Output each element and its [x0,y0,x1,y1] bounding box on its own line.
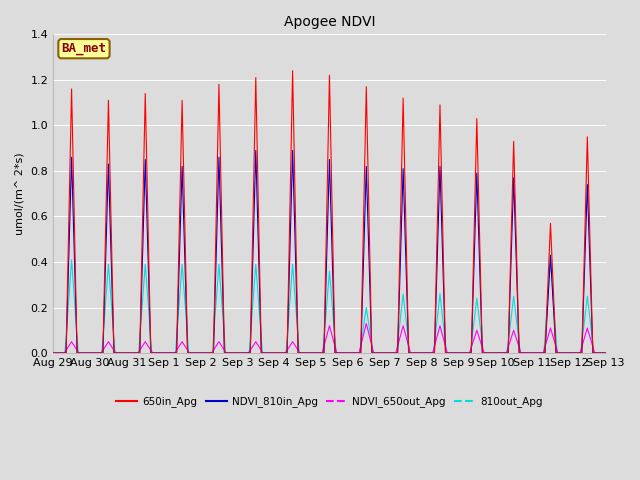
650in_Apg [269,350,277,356]
NDVI_650out_Apg [159,350,167,356]
650in_Apg [289,68,296,73]
NDVI_810in_Apg [577,350,585,356]
Line: 650in_Apg: 650in_Apg [53,71,605,353]
810out_Apg [269,350,277,356]
810out_Apg [315,350,323,356]
NDVI_810in_Apg [385,350,392,356]
810out_Apg [577,348,585,354]
650in_Apg [49,350,57,356]
650in_Apg [232,350,240,356]
650in_Apg [159,350,167,356]
Line: NDVI_650out_Apg: NDVI_650out_Apg [53,324,605,353]
810out_Apg [602,350,609,356]
NDVI_650out_Apg [232,350,240,356]
650in_Apg [315,350,323,356]
NDVI_810in_Apg [315,350,323,356]
NDVI_650out_Apg [385,350,392,356]
NDVI_810in_Apg [252,147,260,153]
NDVI_650out_Apg [315,350,323,356]
810out_Apg [159,350,167,356]
NDVI_810in_Apg [232,350,240,356]
810out_Apg [68,257,76,263]
Title: Apogee NDVI: Apogee NDVI [284,15,375,29]
NDVI_810in_Apg [159,350,167,356]
NDVI_810in_Apg [49,350,57,356]
NDVI_650out_Apg [269,350,277,356]
Y-axis label: umol/(m^ 2*s): umol/(m^ 2*s) [15,152,25,235]
810out_Apg [233,350,241,356]
NDVI_810in_Apg [602,350,609,356]
650in_Apg [577,350,585,356]
Line: NDVI_810in_Apg: NDVI_810in_Apg [53,150,605,353]
810out_Apg [49,350,57,356]
NDVI_650out_Apg [602,350,609,356]
NDVI_810in_Apg [269,350,277,356]
Line: 810out_Apg: 810out_Apg [53,260,605,353]
650in_Apg [602,350,609,356]
NDVI_650out_Apg [49,350,57,356]
NDVI_650out_Apg [577,347,585,353]
NDVI_650out_Apg [362,321,370,326]
650in_Apg [385,350,392,356]
810out_Apg [385,350,392,356]
Legend: 650in_Apg, NDVI_810in_Apg, NDVI_650out_Apg, 810out_Apg: 650in_Apg, NDVI_810in_Apg, NDVI_650out_A… [112,392,547,412]
Text: BA_met: BA_met [61,42,106,55]
